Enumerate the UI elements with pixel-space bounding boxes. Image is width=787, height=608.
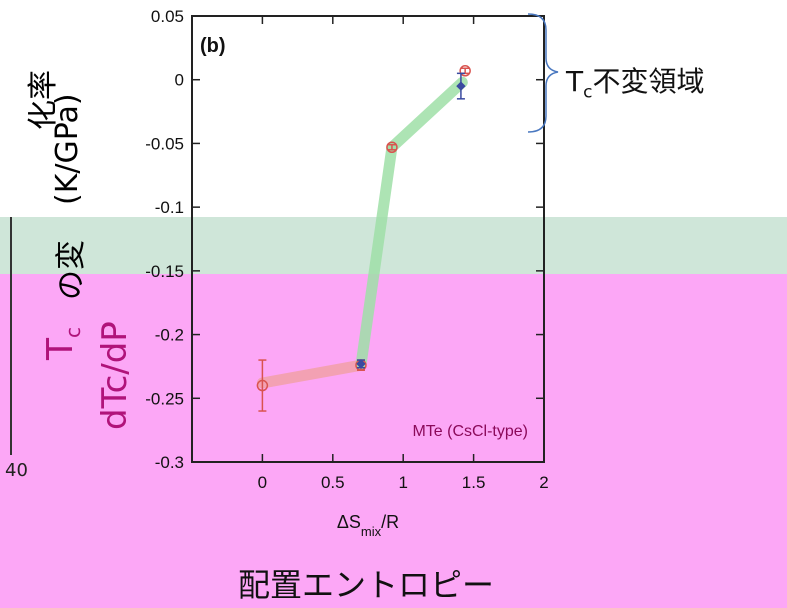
- trend-segment-1: [355, 141, 398, 371]
- trend-line-group: [256, 76, 468, 389]
- y-tick-label-4: -0.15: [145, 262, 184, 281]
- chart-annotation: MTe (CsCl-type): [412, 423, 528, 440]
- plot-frame: [191, 15, 545, 463]
- y-tick-label-0: 0.05: [151, 7, 184, 26]
- y-ticks-group: 0.05 0 -0.05 -0.1 -0.15 -0.2 -0.25 -0.3: [145, 7, 544, 472]
- bottom-caption: 配置エントロピー: [238, 566, 495, 604]
- tc-region-brace: [527, 13, 559, 133]
- data-point-s1-p1: [456, 81, 466, 91]
- data-point-s0-p0: [256, 379, 269, 392]
- left-panel-edge: [0, 217, 12, 455]
- y-tick-label-6: -0.25: [145, 389, 184, 408]
- x-tick-label-2: 1: [398, 473, 407, 492]
- trend-segment-0: [256, 359, 367, 389]
- tc-invariant-region-label: Tc不変領域: [566, 65, 705, 103]
- pink-band: [0, 274, 787, 608]
- green-band: [0, 217, 787, 274]
- trend-segment-2: [386, 76, 468, 153]
- x-tick-label-3: 1.5: [462, 473, 486, 492]
- y-tick-label-7: -0.3: [155, 453, 184, 472]
- x-ticks-group: 0 0.5 1 1.5 2: [258, 16, 549, 492]
- y-tick-label-2: -0.05: [145, 134, 184, 153]
- data-point-s0-p3: [459, 65, 471, 77]
- y-tick-label-1: 0: [175, 71, 184, 90]
- left-axis-tick-label: 40: [5, 460, 28, 481]
- data-point-s0-p2: [386, 141, 398, 154]
- panel-label: (b): [200, 35, 226, 57]
- x-tick-label-1: 0.5: [321, 473, 345, 492]
- x-axis-label: ΔSmix/R: [337, 512, 399, 539]
- x-tick-label-0: 0: [258, 473, 267, 492]
- data-point-s1-p0: [356, 359, 366, 369]
- y-tick-label-3: -0.1: [155, 198, 184, 217]
- x-tick-label-4: 2: [539, 473, 548, 492]
- data-points-group: [256, 65, 471, 412]
- y-tick-label-5: -0.2: [155, 326, 184, 345]
